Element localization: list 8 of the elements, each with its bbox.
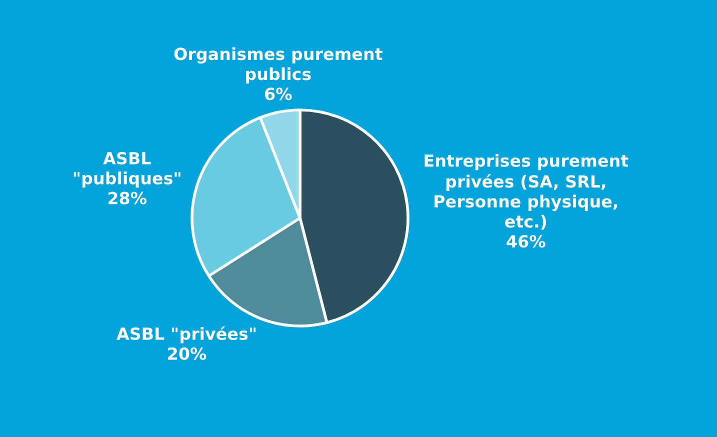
- data-label: 46%: [506, 235, 546, 248]
- data-label: 20%: [168, 347, 206, 360]
- slice-label: Entreprises purement privées (SA, SRL, Personne physique, etc.): [424, 154, 628, 230]
- slice-label: ASBL "publiques": [74, 152, 180, 188]
- data-label: 28%: [108, 192, 147, 204]
- data-label: 6%: [265, 88, 292, 100]
- slice-label: Organismes purement publics: [174, 47, 382, 84]
- slice-label: ASBL "privées": [116, 326, 256, 344]
